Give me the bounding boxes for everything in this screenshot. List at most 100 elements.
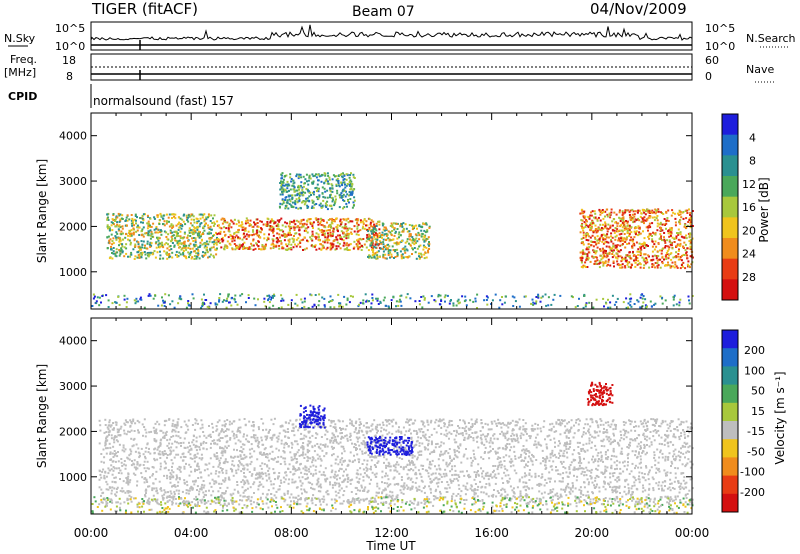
- power-cell: [298, 199, 301, 202]
- power-cell: [412, 226, 415, 229]
- power-cell: [136, 251, 139, 254]
- power-cell: [212, 234, 215, 237]
- power-cell: [617, 222, 620, 225]
- power-cell: [180, 227, 183, 230]
- velocity-cell: [501, 487, 504, 490]
- power-cell: [172, 234, 175, 237]
- power-cell: [218, 226, 221, 229]
- velocity-cell: [226, 419, 229, 421]
- power-cell: [593, 210, 596, 213]
- velocity-cell: [196, 462, 199, 465]
- velocity-cell: [391, 432, 394, 435]
- power-cell: [580, 224, 583, 226]
- power-cell: [280, 306, 283, 309]
- velocity-cell: [181, 490, 184, 493]
- power-cell: [617, 250, 620, 253]
- power-cell: [343, 174, 346, 177]
- power-cell: [667, 230, 670, 233]
- power-cell: [375, 229, 378, 232]
- power-cell: [156, 251, 159, 254]
- power-cell: [679, 258, 682, 261]
- power-cell: [132, 231, 135, 234]
- power-cell: [628, 256, 631, 258]
- velocity-cell: [253, 492, 255, 494]
- freq-unit: [MHz]: [4, 66, 36, 79]
- power-cell: [598, 262, 601, 265]
- power-cell: [343, 248, 346, 251]
- velocity-cell: [337, 442, 340, 445]
- power-cell: [136, 256, 139, 259]
- velocity-cell: [378, 487, 381, 490]
- power-cell: [287, 233, 290, 236]
- velocity-cell: [649, 431, 652, 433]
- velocity-cell: [307, 423, 309, 426]
- power-cell: [159, 229, 162, 232]
- power-cell: [612, 242, 615, 245]
- velocity-cell: [213, 439, 216, 442]
- power-cell: [211, 222, 214, 224]
- power-cell: [397, 304, 400, 307]
- power-cell: [408, 238, 411, 241]
- velocity-cell: [346, 464, 349, 467]
- power-cell: [345, 184, 348, 187]
- power-cell: [689, 211, 692, 214]
- power-cell: [341, 238, 343, 241]
- velocity-cell: [340, 468, 343, 471]
- velocity-cell: [154, 500, 157, 503]
- power-cell: [308, 195, 311, 198]
- power-cell: [398, 241, 401, 244]
- colorbar-tick-label: 28: [742, 271, 756, 284]
- velocity-cell: [207, 434, 210, 437]
- power-cell: [582, 236, 585, 239]
- power-cell: [656, 266, 659, 269]
- power-cell: [360, 238, 363, 241]
- power-cell: [343, 206, 346, 209]
- power-cell: [108, 226, 111, 229]
- velocity-cell: [290, 441, 293, 444]
- power-cell: [147, 234, 150, 237]
- power-cell: [582, 212, 584, 215]
- velocity-cell: [659, 425, 662, 428]
- power-cell: [635, 232, 637, 234]
- power-cell: [306, 204, 309, 207]
- power-cell: [612, 260, 615, 263]
- power-cell: [138, 253, 141, 256]
- power-cell: [219, 293, 222, 296]
- power-cell: [671, 265, 674, 268]
- power-cell: [220, 246, 223, 249]
- power-cell: [317, 233, 320, 236]
- power-cell: [365, 246, 368, 249]
- power-cell: [335, 185, 338, 187]
- power-cell: [676, 232, 678, 234]
- power-cell: [350, 180, 353, 183]
- power-cell: [585, 259, 588, 262]
- velocity-cell: [681, 486, 684, 489]
- power-cell: [272, 234, 275, 237]
- power-cell: [587, 215, 590, 218]
- power-cell: [332, 243, 335, 246]
- velocity-cell: [380, 426, 383, 429]
- power-cell: [607, 223, 610, 226]
- power-cell: [231, 240, 234, 243]
- power-cell: [114, 235, 117, 238]
- power-cell: [135, 219, 137, 222]
- power-cell: [282, 230, 285, 233]
- power-cell: [340, 236, 343, 239]
- power-cell: [344, 195, 347, 198]
- velocity-cell: [587, 461, 590, 464]
- power-cell: [234, 294, 237, 297]
- power-cell: [653, 219, 656, 222]
- power-cell: [312, 180, 315, 183]
- velocity-cell: [252, 501, 255, 504]
- power-cell: [312, 206, 315, 209]
- power-cell: [136, 226, 139, 229]
- power-cell: [610, 232, 613, 235]
- power-cell: [654, 266, 656, 269]
- power-cell: [345, 230, 348, 233]
- power-cell: [349, 220, 352, 223]
- velocity-cell: [644, 479, 647, 482]
- velocity-cell: [543, 420, 546, 423]
- velocity-cell: [613, 472, 616, 474]
- power-cell: [331, 242, 334, 245]
- velocity-cell: [616, 467, 618, 470]
